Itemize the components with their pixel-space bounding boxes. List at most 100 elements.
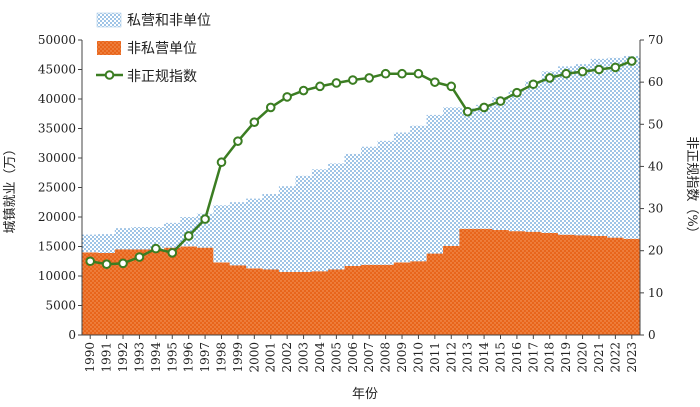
x-tick-label-1992: 1992 bbox=[116, 342, 130, 373]
informal-index-point-2023 bbox=[626, 56, 637, 66]
legend-label-nonprivate: 非私营单位 bbox=[127, 41, 197, 57]
informal-index-point-1995 bbox=[167, 248, 178, 258]
area-nonprivate-2022 bbox=[607, 237, 624, 335]
informal-index-point-2021 bbox=[594, 64, 604, 75]
y-tick-label-45000: 45000 bbox=[38, 63, 76, 77]
informal-index-point-2017 bbox=[528, 79, 539, 90]
informal-index-point-2005 bbox=[331, 78, 342, 88]
area-nonprivate-1999 bbox=[229, 265, 247, 335]
area-private-2005 bbox=[328, 163, 345, 270]
y2-axis-title: 非正规指数（%） bbox=[684, 136, 699, 239]
x-tick-label-2003: 2003 bbox=[297, 342, 311, 373]
area-private-2001 bbox=[262, 193, 280, 270]
x-tick-label-2013: 2013 bbox=[461, 342, 475, 373]
x-tick-label-2017: 2017 bbox=[526, 342, 540, 373]
informal-index-point-2014 bbox=[479, 102, 489, 113]
x-tick-label-1990: 1990 bbox=[83, 342, 97, 373]
area-nonprivate-2012 bbox=[443, 245, 460, 335]
y2-tick-label-70: 70 bbox=[648, 33, 663, 47]
x-tick-label-2009: 2009 bbox=[395, 342, 409, 373]
area-nonprivate-2011 bbox=[426, 253, 444, 335]
y-tick-label-25000: 25000 bbox=[38, 181, 76, 195]
x-tick-label-2005: 2005 bbox=[329, 342, 343, 373]
informal-index-point-1994 bbox=[151, 243, 161, 254]
area-nonprivate-1991 bbox=[98, 252, 116, 335]
informal-index-point-2018 bbox=[544, 73, 555, 83]
area-nonprivate-1990 bbox=[82, 252, 99, 335]
informal-index-line bbox=[89, 59, 633, 266]
area-private-1999 bbox=[229, 202, 247, 266]
y2-tick-label-50: 50 bbox=[648, 117, 663, 131]
y-tick-label-20000: 20000 bbox=[38, 210, 76, 224]
x-tick-label-2011: 2011 bbox=[428, 342, 442, 373]
x-tick-label-2004: 2004 bbox=[313, 342, 327, 373]
area-private-2018 bbox=[541, 71, 559, 233]
informal-index-point-1993 bbox=[134, 252, 145, 262]
area-nonprivate-2005 bbox=[328, 269, 345, 335]
x-tick-label-2002: 2002 bbox=[280, 342, 294, 373]
y-tick-label-10000: 10000 bbox=[38, 269, 76, 283]
x-tick-label-2021: 2021 bbox=[592, 342, 606, 373]
informal-index-point-1992 bbox=[118, 258, 128, 269]
x-tick-label-2010: 2010 bbox=[411, 342, 425, 373]
area-private-2003 bbox=[295, 175, 313, 272]
informal-index-point-2004 bbox=[315, 81, 325, 92]
area-nonprivate-2006 bbox=[344, 265, 362, 335]
area-private-2008 bbox=[377, 140, 395, 265]
x-tick-label-2020: 2020 bbox=[576, 342, 590, 373]
x-tick-label-1994: 1994 bbox=[149, 342, 163, 373]
area-nonprivate-2016 bbox=[508, 231, 526, 335]
x-tick-label-2016: 2016 bbox=[510, 342, 524, 373]
area-private-2006 bbox=[344, 153, 362, 266]
x-tick-label-2015: 2015 bbox=[494, 342, 508, 373]
area-private-2022 bbox=[607, 57, 624, 238]
plot-areas bbox=[82, 55, 641, 335]
informal-index-point-2015 bbox=[495, 96, 506, 106]
area-private-2016 bbox=[508, 90, 526, 232]
area-private-2015 bbox=[492, 97, 510, 230]
y2-tick-label-20: 20 bbox=[648, 244, 663, 258]
y-tick-label-40000: 40000 bbox=[38, 92, 76, 106]
area-nonprivate-2013 bbox=[459, 228, 477, 335]
informal-index-point-2006 bbox=[347, 75, 358, 85]
axes: 0500010000150002000025000300003500040000… bbox=[38, 33, 663, 373]
y-tick-label-50000: 50000 bbox=[38, 33, 76, 47]
area-private-1993 bbox=[131, 227, 148, 250]
informal-index-point-2003 bbox=[298, 85, 309, 96]
informal-index-point-1991 bbox=[101, 259, 112, 270]
informal-index-point-2008 bbox=[380, 68, 391, 79]
informal-index-point-2001 bbox=[265, 102, 276, 113]
area-private-2011 bbox=[426, 114, 444, 254]
area-private-2007 bbox=[361, 146, 378, 265]
area-nonprivate-1992 bbox=[114, 249, 132, 335]
y-tick-label-15000: 15000 bbox=[38, 240, 76, 254]
informal-index-point-1999 bbox=[233, 136, 243, 146]
area-nonprivate-2000 bbox=[246, 268, 263, 335]
informal-index-point-2009 bbox=[397, 68, 407, 79]
area-private-2021 bbox=[590, 58, 608, 236]
area-nonprivate-2004 bbox=[311, 271, 329, 335]
area-nonprivate-2008 bbox=[377, 264, 395, 335]
area-nonprivate-2007 bbox=[361, 264, 378, 335]
area-private-1998 bbox=[213, 205, 231, 263]
area-private-2013 bbox=[459, 108, 477, 229]
area-private-2014 bbox=[475, 104, 493, 229]
informal-index-point-2013 bbox=[462, 106, 473, 117]
y2-tick-label-60: 60 bbox=[648, 75, 663, 89]
y2-tick-label-0: 0 bbox=[648, 328, 656, 342]
informal-index-point-1996 bbox=[183, 231, 194, 241]
area-nonprivate-2017 bbox=[525, 231, 542, 335]
area-nonprivate-1998 bbox=[213, 262, 231, 335]
informal-index-point-2020 bbox=[577, 66, 588, 77]
y-tick-label-5000: 5000 bbox=[45, 299, 76, 313]
area-private-1994 bbox=[147, 227, 165, 250]
area-nonprivate-1995 bbox=[164, 247, 181, 335]
y-axis-title: 城镇就业（万） bbox=[3, 142, 18, 233]
area-nonprivate-2018 bbox=[541, 232, 559, 335]
x-tick-label-1995: 1995 bbox=[165, 342, 179, 373]
area-nonprivate-1996 bbox=[180, 246, 198, 335]
area-nonprivate-1994 bbox=[147, 249, 165, 335]
informal-index-point-2010 bbox=[413, 68, 424, 79]
area-nonprivate-1997 bbox=[196, 247, 214, 335]
